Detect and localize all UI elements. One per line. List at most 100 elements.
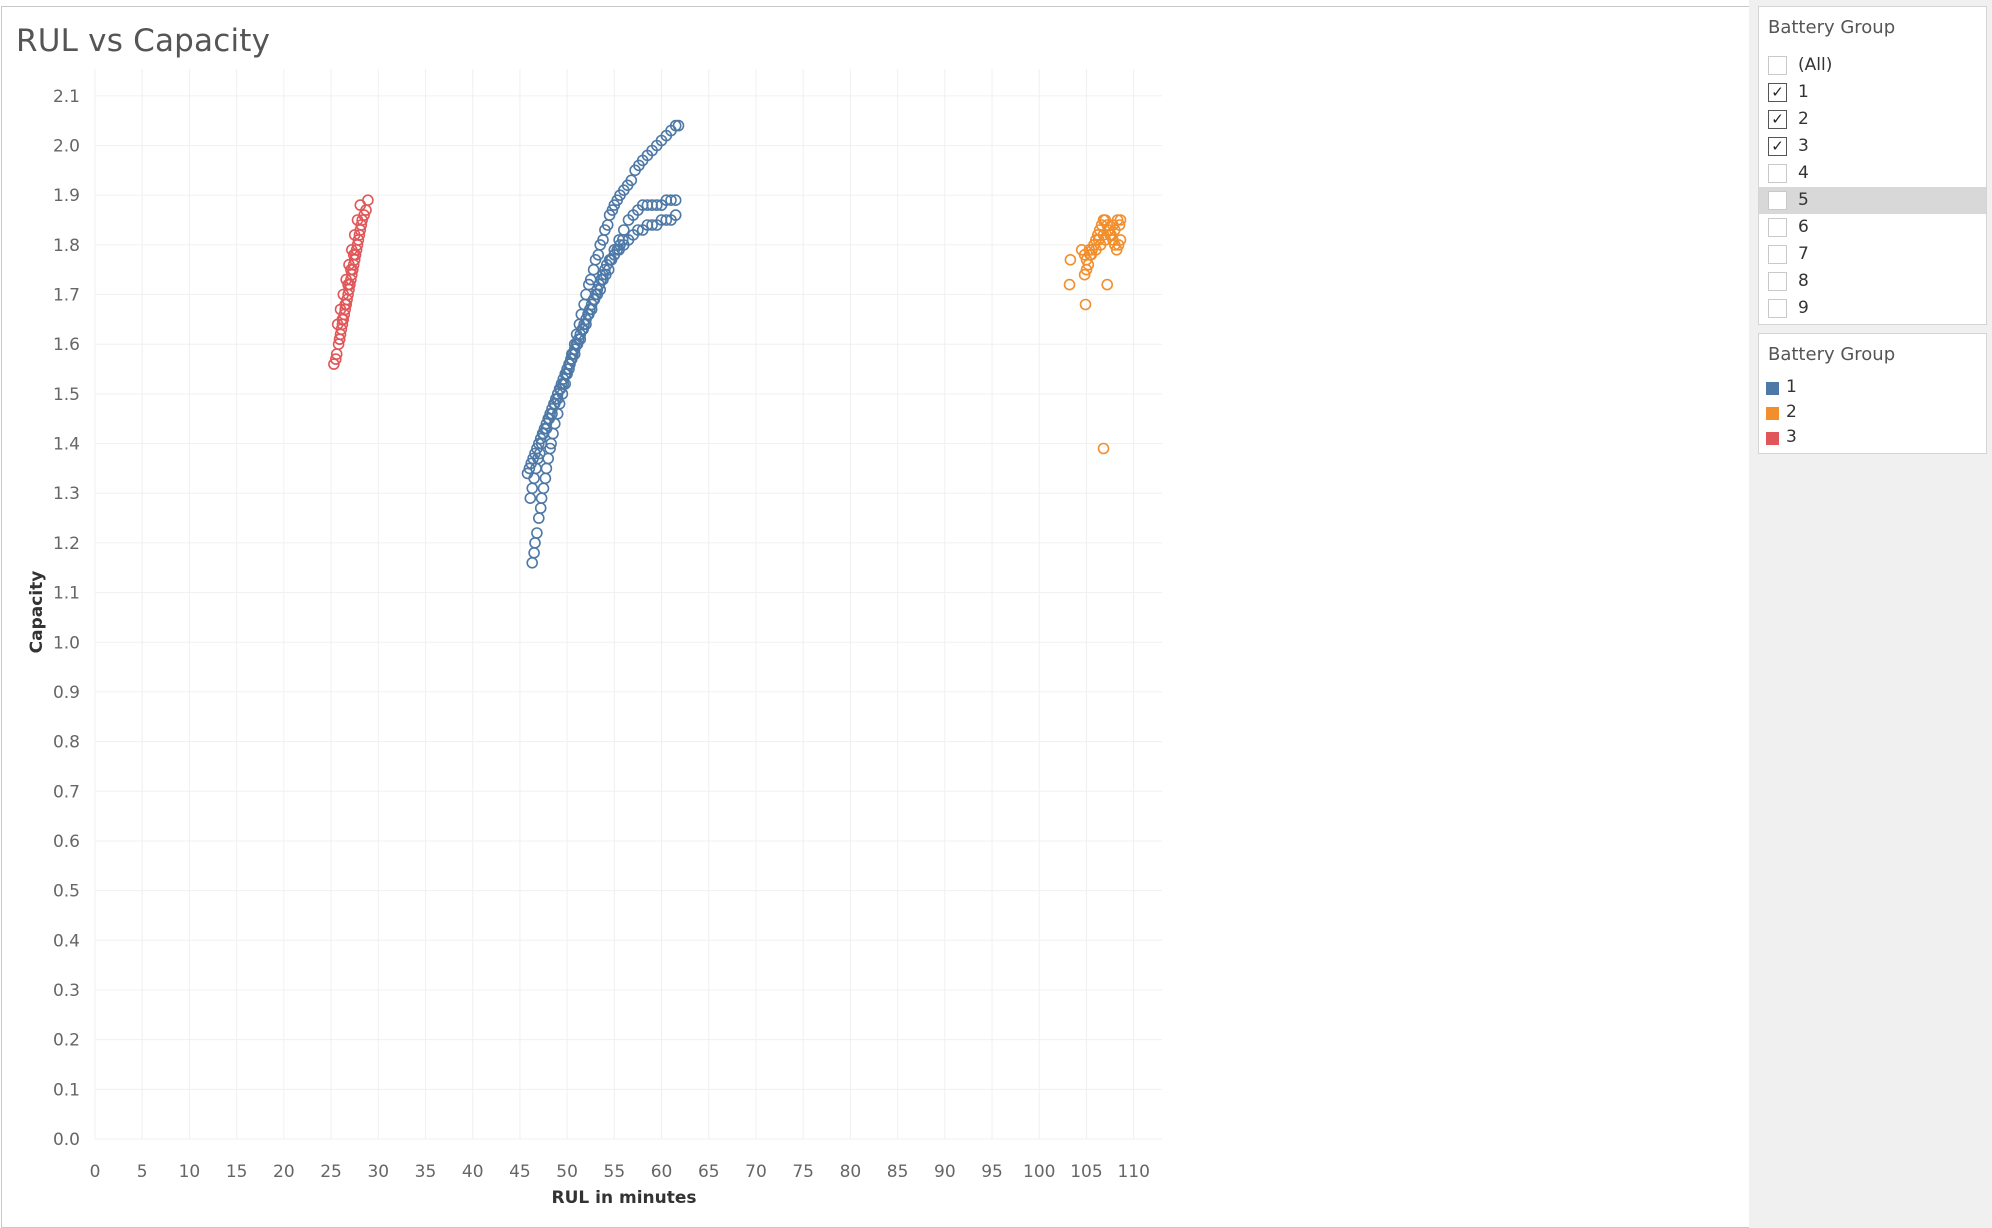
x-tick-label: 0: [90, 1162, 101, 1182]
data-point[interactable]: [646, 219, 658, 231]
legend-swatch-icon: [1766, 382, 1779, 395]
data-point[interactable]: [336, 313, 349, 326]
data-point[interactable]: [632, 224, 644, 236]
data-point[interactable]: [587, 263, 600, 276]
data-point[interactable]: [1079, 298, 1092, 311]
data-point[interactable]: [540, 462, 553, 475]
filter-item-all[interactable]: (All): [1759, 52, 1986, 79]
data-point[interactable]: [1112, 239, 1125, 251]
filter-item-label: 2: [1798, 109, 1809, 129]
checkbox-empty-icon[interactable]: [1768, 272, 1787, 291]
filter-item-label: 3: [1798, 136, 1809, 156]
filter-item-3[interactable]: ✓ 3: [1759, 133, 1986, 160]
legend-item-3[interactable]: 3: [1759, 425, 1986, 450]
data-point[interactable]: [534, 502, 547, 514]
data-point[interactable]: [526, 556, 539, 569]
y-tick-label: 1.2: [53, 534, 80, 554]
data-point[interactable]: [1078, 268, 1091, 281]
checkbox-empty-icon[interactable]: [1768, 245, 1787, 264]
filter-item-label: 7: [1798, 244, 1809, 264]
checkbox-empty-icon[interactable]: [1768, 56, 1787, 75]
data-point[interactable]: [650, 199, 663, 211]
legend-swatch-icon: [1766, 407, 1779, 420]
data-point[interactable]: [669, 209, 682, 221]
y-tick-label: 0.1: [53, 1080, 80, 1100]
data-point[interactable]: [354, 199, 367, 211]
filter-item-8[interactable]: 8: [1759, 268, 1986, 295]
data-point[interactable]: [544, 442, 556, 455]
y-tick-label: 1.1: [53, 584, 80, 604]
filter-item-7[interactable]: 7: [1759, 241, 1986, 268]
data-point[interactable]: [1113, 219, 1126, 231]
data-point[interactable]: [343, 258, 355, 271]
data-point[interactable]: [339, 298, 352, 311]
data-point[interactable]: [532, 512, 545, 524]
data-point[interactable]: [669, 194, 682, 206]
data-point[interactable]: [528, 546, 540, 559]
data-point[interactable]: [1114, 214, 1127, 226]
y-tick-label: 0.9: [53, 683, 80, 703]
data-point[interactable]: [348, 229, 361, 241]
data-point[interactable]: [523, 462, 536, 475]
x-tick-label: 15: [226, 1162, 248, 1182]
filter-item-5[interactable]: 5: [1759, 187, 1986, 214]
y-tick-label: 0.4: [53, 931, 80, 951]
checkbox-checked-icon[interactable]: ✓: [1768, 83, 1787, 102]
legend-item-2[interactable]: 2: [1759, 400, 1986, 425]
filter-item-9[interactable]: 9: [1759, 295, 1986, 322]
filter-item-2[interactable]: ✓ 2: [1759, 106, 1986, 133]
data-point[interactable]: [617, 224, 630, 236]
y-tick-label: 1.5: [53, 385, 80, 405]
data-point[interactable]: [1101, 278, 1113, 291]
data-point[interactable]: [531, 527, 543, 539]
chart-gridlines: [94, 69, 1162, 1140]
checkbox-empty-icon[interactable]: [1768, 218, 1787, 237]
data-point[interactable]: [345, 263, 357, 276]
data-point[interactable]: [539, 472, 552, 485]
checkbox-checked-icon[interactable]: ✓: [1768, 110, 1787, 129]
legend-item-1[interactable]: 1: [1759, 375, 1986, 400]
data-point[interactable]: [535, 492, 548, 505]
x-tick-label: 25: [320, 1162, 342, 1182]
x-tick-label: 5: [137, 1162, 148, 1182]
data-point[interactable]: [606, 204, 619, 216]
filter-item-4[interactable]: 4: [1759, 160, 1986, 187]
filter-item-label: 8: [1798, 271, 1809, 291]
filter-item-6[interactable]: 6: [1759, 214, 1986, 241]
data-point[interactable]: [625, 174, 638, 187]
checkbox-empty-icon[interactable]: [1768, 191, 1787, 210]
checkbox-checked-icon[interactable]: ✓: [1768, 137, 1787, 156]
data-point[interactable]: [1064, 254, 1077, 266]
data-point[interactable]: [329, 353, 342, 365]
series-2: [1063, 214, 1127, 455]
data-point[interactable]: [1063, 278, 1076, 291]
scatter-chart[interactable]: 0 5 10 15 20 25 30 35 40 45 50 55 60 65 70 75 80 85 90 95 10…: [2, 7, 1162, 1227]
filter-item-1[interactable]: ✓ 1: [1759, 79, 1986, 106]
data-point[interactable]: [333, 333, 346, 346]
data-point[interactable]: [351, 214, 364, 226]
filter-item-label: 9: [1798, 298, 1809, 318]
x-tick-label: 110: [1117, 1162, 1149, 1182]
data-point[interactable]: [660, 214, 673, 226]
chart-axes: 0 5 10 15 20 25 30 35 40 45 50 55 60 65 70 75 80 85 90 95 10…: [53, 87, 1150, 1182]
checkbox-empty-icon[interactable]: [1768, 164, 1787, 183]
data-point[interactable]: [1114, 234, 1127, 246]
data-point[interactable]: [532, 452, 544, 465]
data-point[interactable]: [672, 119, 685, 132]
data-point[interactable]: [616, 234, 629, 246]
sheet-title: RUL vs Capacity: [16, 23, 271, 59]
data-point[interactable]: [526, 482, 539, 495]
chart-marks[interactable]: [328, 119, 1127, 569]
data-point[interactable]: [345, 244, 358, 256]
data-point[interactable]: [524, 492, 537, 505]
data-point[interactable]: [347, 249, 360, 261]
data-point[interactable]: [1097, 442, 1110, 455]
x-tick-label: 65: [698, 1162, 720, 1182]
checkbox-empty-icon[interactable]: [1768, 299, 1787, 318]
data-point[interactable]: [665, 194, 677, 206]
data-point[interactable]: [537, 482, 550, 495]
filter-card: Battery Group (All) ✓ 1 ✓ 2 ✓ 3 4 5 6 7 8 9: [1758, 6, 1987, 325]
data-point[interactable]: [340, 273, 353, 286]
data-point[interactable]: [342, 278, 354, 291]
